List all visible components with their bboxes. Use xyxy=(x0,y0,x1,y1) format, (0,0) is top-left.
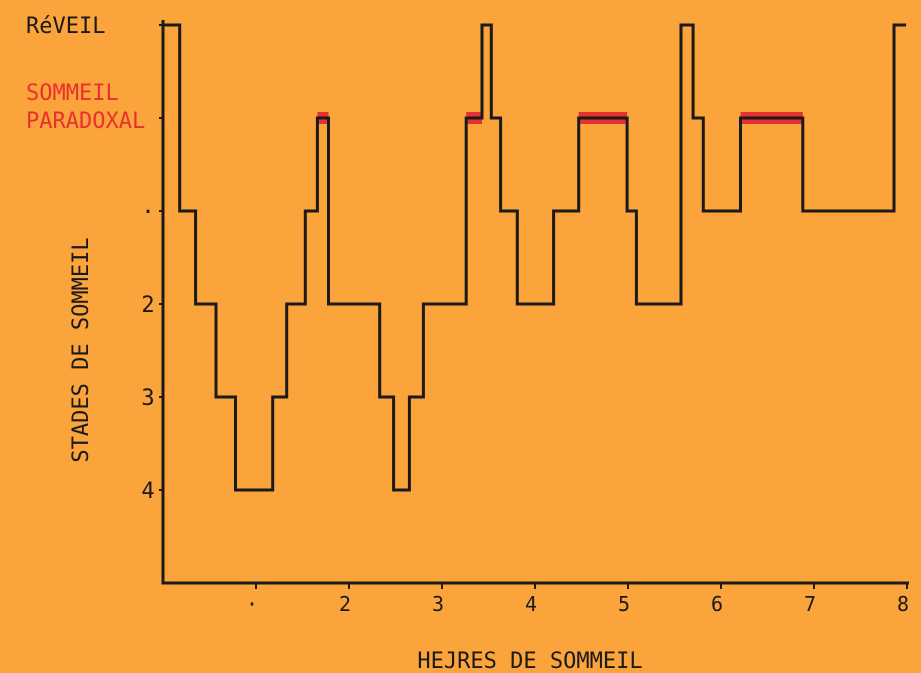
x-tick-label-8: 8 xyxy=(897,592,909,616)
paradoxal-highlights xyxy=(317,112,803,124)
x-tick-label-2: 2 xyxy=(339,592,351,616)
x-axis-label: HEJRES DE SOMMEIL xyxy=(417,649,642,673)
y-level-labels: RéVEIL SOMMEIL PARADOXAL · 2 3 4 xyxy=(26,14,155,504)
series-layer xyxy=(163,23,907,492)
x-tick-labels: · 2 3 4 5 6 7 8 xyxy=(246,592,909,616)
x-tick-label-5: 5 xyxy=(618,592,630,616)
axes xyxy=(159,20,909,589)
y-label-stage-4: 3 xyxy=(141,386,154,411)
x-tick-label-3: 3 xyxy=(432,592,444,616)
y-label-reveil: RéVEIL xyxy=(26,14,105,39)
x-tick-label-1: · xyxy=(246,592,258,616)
y-label-stage-3: 2 xyxy=(141,293,154,318)
y-label-stage-2: · xyxy=(141,200,154,225)
x-tick-label-6: 6 xyxy=(711,592,723,616)
y-label-paradoxal-line-1: SOMMEIL xyxy=(26,81,119,106)
y-label-paradoxal-line-2: PARADOXAL xyxy=(26,109,145,134)
y-label-stage-5: 4 xyxy=(141,479,154,504)
x-tick-label-7: 7 xyxy=(804,592,816,616)
x-tick-label-4: 4 xyxy=(525,592,537,616)
y-axis-label: STADES DE SOMMEIL xyxy=(69,237,94,462)
hypnogram-series-0 xyxy=(163,23,907,492)
